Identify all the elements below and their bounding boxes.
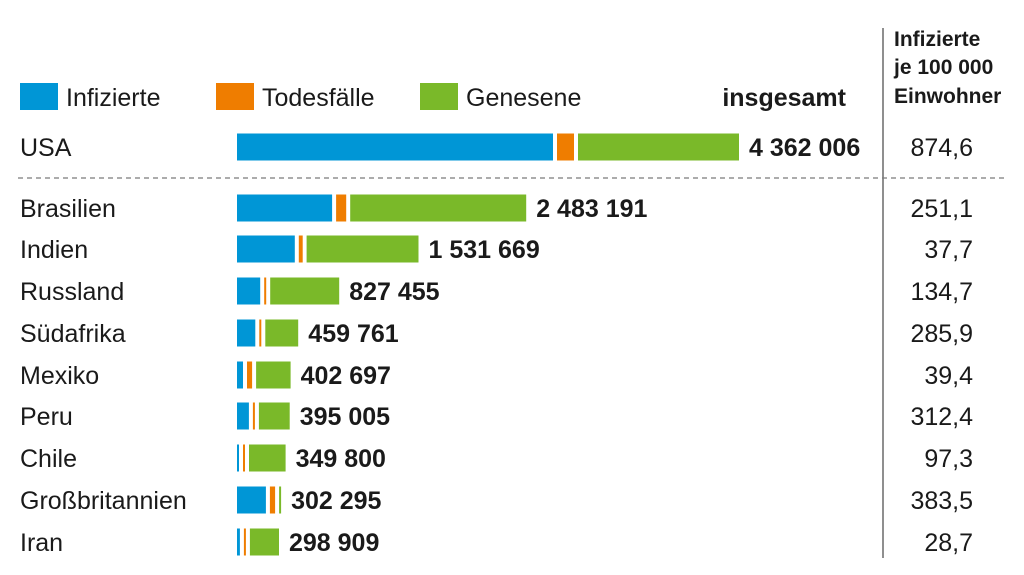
rate-header-line-3: Einwohner [894,85,1001,108]
row-chile: Chile 349 800 97,3 [20,444,973,473]
bar-segment-recovered [249,528,279,556]
row-mexiko: Mexiko 402 697 39,4 [20,361,973,390]
legend-swatch-infected [20,83,58,110]
total-value-label: 298 909 [289,529,379,557]
rate-value-label: 383,5 [910,487,973,515]
bar-segment-recovered [258,402,290,430]
bar-segment-deaths [247,361,253,389]
total-value-label: 459 761 [308,320,398,348]
row-suedafrika: Südafrika 459 761 285,9 [20,319,973,348]
row-russland: Russland 827 455 134,7 [20,277,973,306]
row-brasilien: Brasilien 2 483 191 251,1 [20,194,973,223]
rate-value-label: 39,4 [924,362,973,390]
bar-segment-recovered [265,319,299,347]
rate-column-header: Infizierte je 100 000 Einwohner [893,28,1001,108]
rate-value-label: 134,7 [910,278,973,306]
bar-segment-infected [237,194,333,222]
bar-segment-recovered [578,133,739,161]
row-usa: USA 4 362 006 874,6 [20,133,973,162]
row-iran: Iran 298 909 28,7 [20,528,973,557]
country-label: Südafrika [20,320,126,348]
bar-segment-deaths [336,194,347,222]
total-value-label: 2 483 191 [536,195,647,223]
row-grossbritannien: Großbritannien 302 295 383,5 [20,486,973,515]
rate-value-label: 37,7 [924,236,973,264]
country-label: Iran [20,529,63,557]
bar-segment-recovered [270,277,340,305]
bar-segment-infected [237,528,240,556]
chart-rows: USA 4 362 006 874,6 Brasilien 2 483 191 251,1… [20,133,973,557]
rate-value-label: 285,9 [910,320,973,348]
bar-segment-infected [237,319,256,347]
rate-value-label: 28,7 [924,529,973,557]
row-peru: Peru 395 005 312,4 [20,402,973,431]
bar-segment-recovered [249,444,286,472]
bar-segment-deaths [269,486,276,514]
rate-value-label: 312,4 [910,403,973,431]
country-label: Chile [20,445,77,473]
legend-label-infected: Infizierte [66,84,160,112]
rate-value-label: 251,1 [910,195,973,223]
total-value-label: 395 005 [300,403,390,431]
country-label: Peru [20,403,73,431]
bar-segment-infected [237,235,295,263]
bar-segment-infected [237,133,553,161]
total-value-label: 4 362 006 [749,134,860,162]
bar-segment-infected [237,486,266,514]
bar-segment-recovered [306,235,419,263]
bar-segment-deaths [259,319,262,347]
country-label: USA [20,134,72,162]
total-value-label: 827 455 [349,278,439,306]
legend-label-recovered: Genesene [466,84,581,112]
total-column-header: insgesamt [722,84,846,112]
bar-segment-infected [237,444,239,472]
bar-segment-deaths [243,444,245,472]
rate-value-label: 97,3 [924,445,973,473]
country-label: Großbritannien [20,487,187,515]
country-label: Brasilien [20,195,116,223]
bar-segment-recovered [350,194,527,222]
rate-header-line-2: je 100 000 [893,56,993,79]
bar-segment-infected [237,402,249,430]
bar-segment-recovered [279,486,282,514]
country-label: Russland [20,278,124,306]
legend-swatch-recovered [420,83,458,110]
bar-segment-deaths [252,402,255,430]
bar-segment-deaths [264,277,267,305]
legend-swatch-deaths [216,83,254,110]
total-value-label: 402 697 [301,362,391,390]
rate-value-label: 874,6 [910,134,973,162]
bar-segment-recovered [256,361,291,389]
legend: Infizierte Todesfälle Genesene [20,83,581,112]
country-label: Mexiko [20,362,99,390]
total-value-label: 349 800 [296,445,386,473]
rate-header-line-1: Infizierte [894,28,980,51]
row-indien: Indien 1 531 669 37,7 [20,235,973,264]
bar-segment-infected [237,277,261,305]
bar-segment-deaths [298,235,303,263]
bar-segment-deaths [243,528,246,556]
bar-segment-infected [237,361,243,389]
total-value-label: 302 295 [291,487,381,515]
country-label: Indien [20,236,88,264]
total-value-label: 1 531 669 [429,236,540,264]
bar-segment-deaths [557,133,574,161]
legend-label-deaths: Todesfälle [262,84,375,112]
